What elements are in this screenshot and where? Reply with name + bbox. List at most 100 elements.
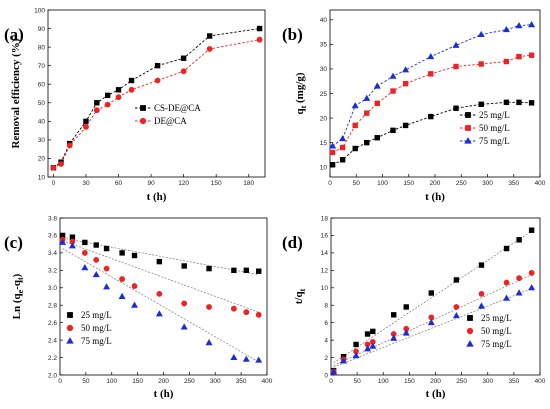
series-de-ca	[50, 36, 263, 171]
y-axis-label: t/qt	[293, 288, 307, 304]
data-point	[180, 55, 187, 61]
data-point	[516, 237, 522, 243]
data-point	[155, 310, 163, 317]
data-point	[402, 122, 409, 129]
x-tick-label: 350	[508, 180, 519, 187]
data-point	[502, 25, 510, 33]
legend-label: 25 mg/L	[81, 310, 112, 320]
y-axis-label: Ln (qe-qt)	[11, 273, 25, 319]
legend-label: DE@CA	[154, 116, 187, 126]
data-point	[353, 341, 359, 348]
data-point	[255, 311, 262, 318]
data-point	[131, 283, 138, 289]
y-tick-label: 2.8	[48, 303, 57, 310]
y-tick-label: 10	[38, 174, 46, 181]
data-point	[528, 52, 535, 58]
y-tick-label: 0	[324, 372, 328, 379]
series-75-mg-l	[330, 284, 536, 375]
data-point	[516, 275, 522, 282]
data-point	[353, 348, 359, 355]
data-point	[390, 334, 398, 341]
y-tick-label: 25	[320, 91, 328, 98]
data-point	[478, 61, 484, 67]
data-point	[339, 157, 346, 163]
series-line	[53, 39, 260, 169]
y-tick-label: 35	[320, 42, 328, 49]
data-point	[369, 338, 376, 345]
y-tick-label: 2.2	[48, 355, 57, 362]
legend-marker	[140, 105, 146, 111]
x-tick-label: 0	[328, 180, 332, 187]
x-tick-label: 250	[184, 378, 195, 385]
series-75-mg-l	[329, 21, 536, 149]
data-point	[94, 100, 100, 106]
data-point	[256, 36, 263, 43]
x-tick-label: 200	[158, 378, 169, 385]
y-tick-label: 3.2	[48, 268, 57, 275]
y-tick-label: 30	[320, 66, 328, 73]
legend-label: 50 mg/L	[81, 323, 112, 333]
x-axis-label: t (h)	[425, 191, 445, 203]
data-point	[364, 341, 371, 348]
data-point	[81, 264, 89, 271]
data-point	[389, 72, 397, 79]
data-point	[68, 242, 76, 249]
data-point	[230, 305, 237, 312]
x-tick-label: 50	[82, 378, 90, 385]
fit-line	[62, 248, 259, 363]
panel-label-d: (d)	[282, 233, 303, 252]
legend: 25 mg/L 50 mg/L 75 mg/L	[460, 110, 510, 146]
data-point	[427, 318, 435, 326]
x-tick-label: 0	[329, 378, 333, 385]
data-point	[230, 353, 238, 361]
y-tick-label: 3.4	[48, 250, 57, 257]
data-point	[115, 94, 122, 101]
data-point	[154, 62, 161, 69]
y-tick-label: 14	[321, 250, 329, 257]
data-point	[66, 142, 73, 149]
data-point	[364, 331, 371, 337]
legend-marker	[467, 315, 473, 321]
y-tick-label: 15	[320, 140, 328, 147]
data-point	[503, 58, 510, 65]
series-50-mg-l	[329, 52, 535, 156]
data-point	[528, 270, 535, 276]
data-point	[477, 30, 485, 38]
x-tick-label: 350	[508, 378, 519, 385]
data-point	[370, 328, 376, 335]
data-point	[402, 80, 409, 87]
data-point	[118, 292, 126, 299]
data-point	[180, 323, 188, 330]
data-point	[119, 276, 125, 282]
data-point	[180, 68, 187, 75]
x-axis-label: t (h)	[426, 388, 446, 400]
data-point	[352, 145, 358, 152]
data-point	[156, 290, 163, 297]
legend-label: 75 mg/L	[481, 339, 512, 349]
data-point	[329, 149, 336, 156]
data-point	[103, 265, 110, 272]
data-point	[104, 92, 111, 99]
panel-label-a: (a)	[4, 25, 24, 44]
y-tick-label: 2	[324, 355, 328, 362]
legend-label: 75 mg/L	[479, 136, 510, 146]
fit-line	[333, 230, 532, 364]
y-tick-label: 20	[38, 156, 46, 163]
data-point	[402, 329, 410, 336]
data-point	[528, 227, 535, 233]
data-point	[478, 101, 484, 108]
data-point	[59, 232, 66, 239]
data-point	[131, 301, 139, 308]
x-tick-label: 350	[236, 378, 247, 385]
y-tick-label: 30	[38, 137, 46, 144]
x-tick-label: 50	[353, 180, 361, 187]
y-tick-label: 8	[324, 303, 328, 310]
data-point	[231, 267, 237, 274]
series-50-mg-l	[59, 236, 262, 318]
data-point	[131, 252, 138, 259]
data-point	[340, 357, 348, 364]
y-tick-label: 90	[38, 26, 46, 33]
x-tick-label: 90	[147, 180, 155, 187]
data-point	[478, 262, 485, 268]
